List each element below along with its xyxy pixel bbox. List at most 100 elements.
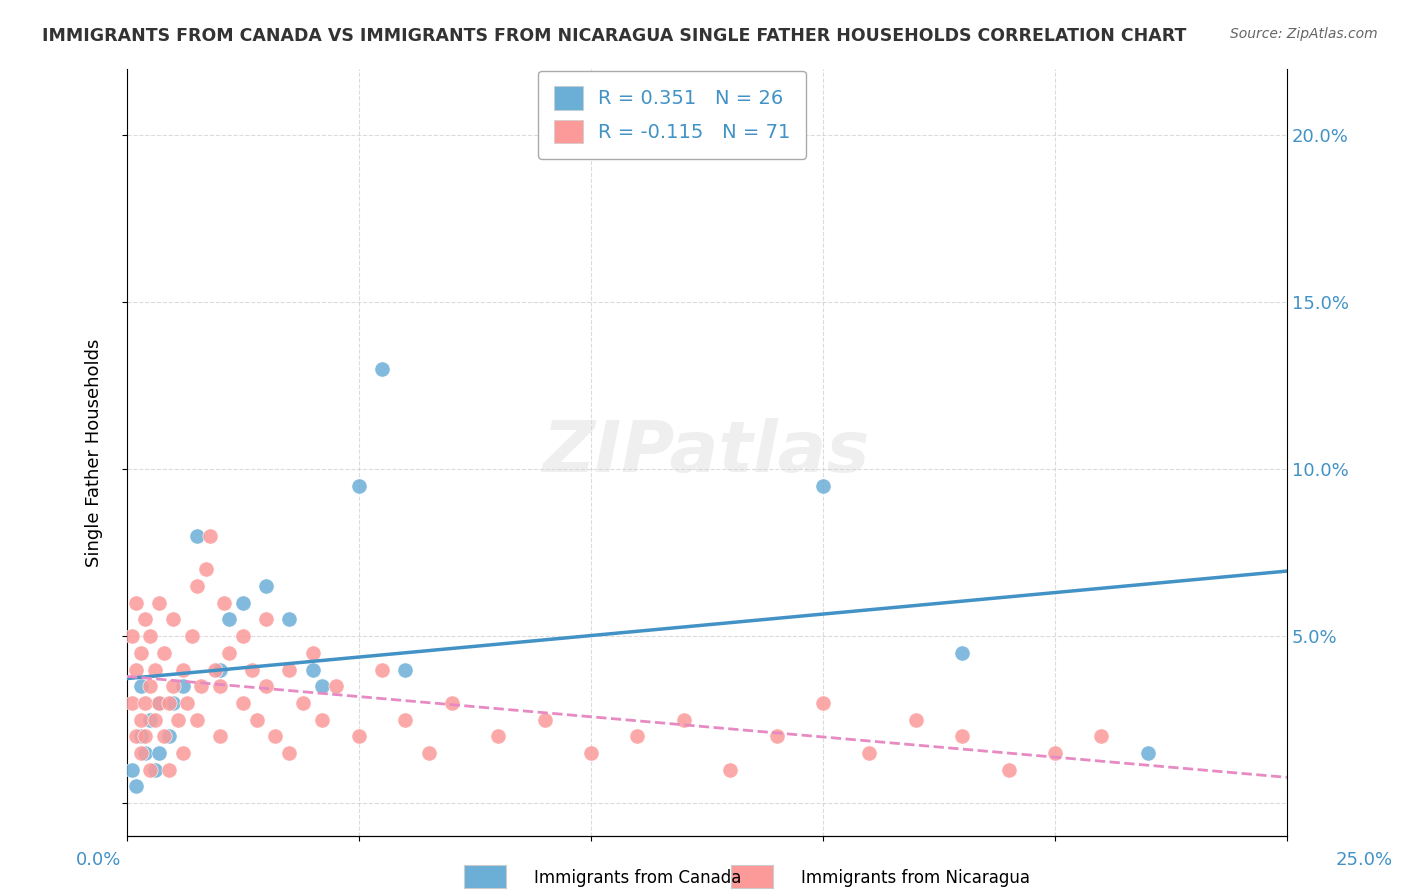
Point xyxy=(347,729,370,743)
Point xyxy=(148,696,170,710)
Text: Source: ZipAtlas.com: Source: ZipAtlas.com xyxy=(1230,27,1378,41)
Point xyxy=(264,729,287,743)
Text: IMMIGRANTS FROM CANADA VS IMMIGRANTS FROM NICARAGUA SINGLE FATHER HOUSEHOLDS COR: IMMIGRANTS FROM CANADA VS IMMIGRANTS FRO… xyxy=(42,27,1187,45)
Point xyxy=(176,696,198,710)
Point xyxy=(904,713,927,727)
Point xyxy=(153,646,176,660)
Point xyxy=(204,663,226,677)
Text: Immigrants from Canada: Immigrants from Canada xyxy=(534,869,741,887)
Point xyxy=(672,713,695,727)
Text: 25.0%: 25.0% xyxy=(1336,851,1392,869)
Point xyxy=(157,729,180,743)
Point xyxy=(157,763,180,777)
Point xyxy=(311,679,333,693)
Point xyxy=(139,679,162,693)
Point xyxy=(626,729,648,743)
Text: 0.0%: 0.0% xyxy=(76,851,121,869)
Point xyxy=(1090,729,1112,743)
Y-axis label: Single Father Households: Single Father Households xyxy=(86,338,103,566)
Point xyxy=(311,713,333,727)
Point xyxy=(254,679,277,693)
Point xyxy=(208,679,231,693)
Point xyxy=(858,746,880,760)
Point xyxy=(162,612,184,626)
Point xyxy=(148,596,170,610)
Legend: R = 0.351   N = 26, R = -0.115   N = 71: R = 0.351 N = 26, R = -0.115 N = 71 xyxy=(538,70,806,159)
Point xyxy=(371,663,394,677)
Point xyxy=(246,713,269,727)
Point xyxy=(1043,746,1066,760)
Point xyxy=(172,663,194,677)
Point xyxy=(143,763,166,777)
Point xyxy=(121,696,143,710)
Point xyxy=(486,729,509,743)
Point xyxy=(186,529,208,543)
Point xyxy=(125,729,148,743)
Point xyxy=(325,679,347,693)
Point xyxy=(232,629,254,643)
Point xyxy=(997,763,1019,777)
Point xyxy=(186,713,208,727)
Point xyxy=(232,696,254,710)
Point xyxy=(218,612,240,626)
Point xyxy=(134,612,156,626)
Point xyxy=(167,713,190,727)
Point xyxy=(125,780,148,794)
Point xyxy=(765,729,787,743)
Point xyxy=(134,746,156,760)
Point xyxy=(394,663,416,677)
Point xyxy=(194,562,217,576)
Point xyxy=(172,746,194,760)
Point xyxy=(162,696,184,710)
Point xyxy=(950,729,973,743)
Point xyxy=(347,479,370,493)
Text: Immigrants from Nicaragua: Immigrants from Nicaragua xyxy=(801,869,1031,887)
Point xyxy=(278,663,301,677)
Point xyxy=(153,729,176,743)
Point xyxy=(143,663,166,677)
Point xyxy=(533,713,555,727)
Point xyxy=(139,713,162,727)
Point xyxy=(139,763,162,777)
Point xyxy=(718,763,741,777)
Point xyxy=(811,479,834,493)
Point xyxy=(200,529,222,543)
Point xyxy=(129,646,152,660)
Point xyxy=(301,663,323,677)
Point xyxy=(143,713,166,727)
Text: ZIPatlas: ZIPatlas xyxy=(543,418,870,487)
Point xyxy=(394,713,416,727)
Point xyxy=(180,629,202,643)
Point xyxy=(148,696,170,710)
Point xyxy=(218,646,240,660)
Point xyxy=(129,713,152,727)
Point xyxy=(232,596,254,610)
Point xyxy=(148,746,170,760)
Point xyxy=(579,746,602,760)
Point xyxy=(208,729,231,743)
Point xyxy=(292,696,315,710)
Point xyxy=(371,362,394,376)
Point xyxy=(254,612,277,626)
Point xyxy=(278,746,301,760)
Point xyxy=(240,663,263,677)
Point xyxy=(125,596,148,610)
Point xyxy=(278,612,301,626)
Point xyxy=(214,596,236,610)
Point xyxy=(134,696,156,710)
Point xyxy=(440,696,463,710)
Point xyxy=(121,763,143,777)
Point xyxy=(254,579,277,593)
Point xyxy=(162,679,184,693)
Point xyxy=(129,679,152,693)
Point xyxy=(172,679,194,693)
Point xyxy=(811,696,834,710)
Point xyxy=(190,679,212,693)
Point xyxy=(157,696,180,710)
Point xyxy=(134,729,156,743)
Point xyxy=(186,579,208,593)
Point xyxy=(301,646,323,660)
Point xyxy=(1136,746,1159,760)
Point xyxy=(950,646,973,660)
Point xyxy=(125,663,148,677)
